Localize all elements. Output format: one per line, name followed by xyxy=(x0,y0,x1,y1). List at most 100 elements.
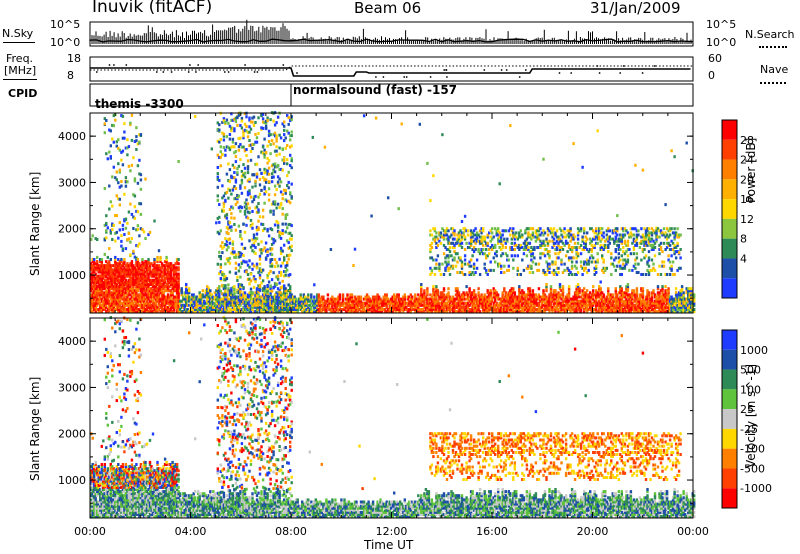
heatmap-cell xyxy=(475,305,479,309)
heatmap-cell xyxy=(421,310,425,314)
heatmap-cell xyxy=(260,112,263,116)
heatmap-cell xyxy=(432,299,435,303)
heatmap-cell xyxy=(287,131,290,135)
heatmap-cell xyxy=(261,308,265,312)
heatmap-cell xyxy=(465,293,468,297)
heatmap-cell xyxy=(245,125,248,128)
heatmap-cell xyxy=(492,268,495,272)
heatmap-cell xyxy=(117,301,120,305)
heatmap-cell xyxy=(228,133,232,136)
heatmap-cell xyxy=(347,305,351,309)
heatmap-cell xyxy=(260,305,263,309)
heatmap-cell xyxy=(231,145,235,149)
heatmap-cell xyxy=(216,177,219,181)
heatmap-cell xyxy=(227,232,230,236)
heatmap-cell xyxy=(127,274,131,278)
freq-solid-legend xyxy=(3,79,37,80)
heatmap-cell xyxy=(474,227,477,231)
heatmap-cell xyxy=(344,303,348,307)
heatmap-cell xyxy=(393,293,396,297)
heatmap-cell xyxy=(233,303,236,307)
heatmap-cell xyxy=(139,291,143,295)
heatmap-cell xyxy=(132,301,135,305)
heatmap-cell xyxy=(93,303,96,307)
heatmap-cell xyxy=(402,295,405,299)
heatmap-cell xyxy=(286,239,289,243)
heatmap-cell xyxy=(362,305,366,309)
heatmap-cell xyxy=(240,206,244,210)
heatmap-cell xyxy=(239,265,242,269)
heatmap-cell xyxy=(100,305,103,309)
heatmap-cell xyxy=(169,293,173,297)
heatmap-cell xyxy=(121,223,125,227)
heatmap-cell xyxy=(478,239,482,243)
heatmap-cell xyxy=(118,285,121,289)
heatmap-cell xyxy=(93,285,96,289)
heatmap-cell xyxy=(109,229,112,233)
heatmap-cell xyxy=(445,308,449,311)
heatmap-cell xyxy=(157,274,161,278)
heatmap-cell xyxy=(447,237,450,241)
heatmap-cell xyxy=(222,119,226,123)
heatmap-cell xyxy=(120,266,123,270)
heatmap-cell xyxy=(472,310,476,314)
heatmap-cell xyxy=(471,301,474,305)
heatmap-cell xyxy=(279,232,283,236)
heatmap-cell xyxy=(174,289,177,293)
heatmap-cell xyxy=(124,226,128,230)
heatmap-cell xyxy=(430,233,434,237)
heatmap-cell xyxy=(218,178,221,182)
heatmap-cell xyxy=(385,301,388,305)
heatmap-cell xyxy=(322,297,325,301)
heatmap-cell xyxy=(438,295,441,299)
heatmap-cell xyxy=(281,305,284,309)
heatmap-cell xyxy=(150,274,153,278)
heatmap-cell xyxy=(90,310,93,314)
heatmap-cell xyxy=(168,299,171,303)
heatmap-cell xyxy=(109,200,112,204)
heatmap-cell xyxy=(237,310,241,314)
nsky-label: N.Sky xyxy=(2,27,34,40)
heatmap-cell xyxy=(240,252,244,256)
heatmap-cell xyxy=(227,179,230,183)
heatmap-cell xyxy=(207,301,210,305)
heatmap-cell xyxy=(100,262,103,266)
heatmap-cell xyxy=(109,231,112,235)
heatmap-cell xyxy=(142,295,146,299)
heatmap-cell xyxy=(246,305,250,308)
heatmap-cell xyxy=(436,305,440,309)
heatmap-cell xyxy=(263,171,266,175)
heatmap-cell xyxy=(130,295,134,299)
heatmap-cell xyxy=(222,132,226,136)
heatmap-cell xyxy=(510,241,513,245)
heatmap-cell xyxy=(239,297,242,301)
heatmap-cell xyxy=(474,293,477,297)
heatmap-cell xyxy=(469,301,473,305)
freq-label: Freq. xyxy=(6,52,34,65)
heatmap-cell xyxy=(278,168,281,171)
heatmap-cell xyxy=(115,140,118,144)
heatmap-cell xyxy=(451,301,455,305)
heatmap-cell xyxy=(403,303,406,307)
heatmap-cell xyxy=(219,138,222,141)
heatmap-cell xyxy=(465,303,468,307)
heatmap-cell xyxy=(432,289,435,293)
heatmap-cell xyxy=(384,310,387,314)
heatmap-cell xyxy=(290,115,293,119)
heatmap-cell xyxy=(136,285,140,289)
heatmap-cell xyxy=(106,310,109,314)
heatmap-cell xyxy=(91,285,94,289)
heatmap-cell xyxy=(138,310,141,314)
heatmap-cell xyxy=(112,285,115,289)
heatmap-cell xyxy=(183,297,186,301)
heatmap-cell xyxy=(218,309,221,313)
heatmap-cell xyxy=(148,280,152,284)
heatmap-cell xyxy=(281,310,284,314)
heatmap-cell xyxy=(287,289,290,292)
heatmap-cell xyxy=(284,198,287,202)
heatmap-cell xyxy=(233,176,236,180)
heatmap-cell xyxy=(546,233,550,237)
heatmap-cell xyxy=(139,178,143,182)
heatmap-cell xyxy=(320,310,323,314)
heatmap-cell xyxy=(165,260,168,264)
